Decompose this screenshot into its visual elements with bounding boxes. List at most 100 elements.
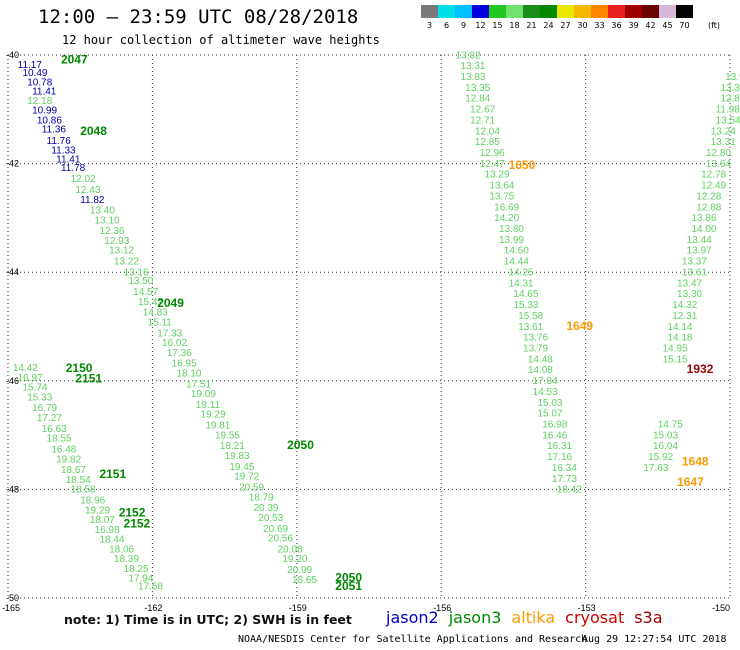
color-scale-label: 15 bbox=[492, 21, 503, 30]
wave-height-value: 12.88 bbox=[696, 202, 721, 213]
wave-height-value: 14.57 bbox=[133, 287, 158, 298]
color-swatch bbox=[642, 5, 659, 18]
wave-height-value: 12.93 bbox=[104, 236, 129, 247]
wave-height-value: 19.29 bbox=[201, 410, 226, 421]
wave-height-value: 11.41 bbox=[56, 155, 81, 166]
wave-height-value: 12.85 bbox=[475, 137, 500, 148]
lat-tick-label: -46 bbox=[6, 376, 19, 386]
wave-height-value: 17.84 bbox=[533, 376, 558, 387]
wave-height-value: 18.42 bbox=[557, 485, 582, 496]
wave-height-value: 12.36 bbox=[99, 226, 124, 237]
color-scale-label: 33 bbox=[594, 21, 605, 30]
lat-tick-label: -42 bbox=[6, 159, 19, 169]
wave-height-value: 15.74 bbox=[22, 383, 47, 394]
wave-height-value: 20.59 bbox=[239, 482, 264, 493]
wave-height-value: 16.63 bbox=[42, 424, 67, 435]
wave-height-value: 18.96 bbox=[80, 496, 105, 507]
wave-height-value: 13.37 bbox=[682, 257, 707, 268]
wave-height-value: 11.41 bbox=[32, 87, 57, 98]
wave-height-value: 13.82 bbox=[456, 50, 481, 61]
wave-height-value: 19.55 bbox=[215, 430, 240, 441]
wave-height-value: 16.46 bbox=[542, 430, 567, 441]
color-swatch bbox=[557, 5, 574, 18]
wave-height-value: 20.69 bbox=[263, 524, 288, 535]
wave-height-value: 16.31 bbox=[547, 441, 572, 452]
wave-height-value: 15.33 bbox=[513, 300, 538, 311]
wave-height-value: 15.15 bbox=[663, 354, 688, 365]
wave-height-value: 12.84 bbox=[465, 94, 490, 105]
wave-height-value: 20.53 bbox=[258, 513, 283, 524]
color-scale-label: 3 bbox=[426, 21, 433, 30]
wave-height-value: 19.20 bbox=[282, 554, 307, 565]
wave-height-value: 15.47 bbox=[138, 297, 163, 308]
color-scale-label: 39 bbox=[628, 21, 639, 30]
lon-tick-label: -165 bbox=[2, 603, 20, 613]
wave-height-value: 17.58 bbox=[138, 581, 163, 592]
wave-height-value: 16.97 bbox=[18, 373, 43, 384]
legend-note: note: 1) Time is in UTC; 2) SWH is in fe… bbox=[64, 612, 352, 627]
wave-height-value: 16.69 bbox=[494, 202, 519, 213]
wave-height-value: 18.55 bbox=[47, 434, 72, 445]
wave-height-value: 14.75 bbox=[658, 419, 683, 430]
color-swatch bbox=[676, 5, 693, 18]
wave-height-value: 13.12 bbox=[109, 246, 134, 257]
wave-height-value: 13.76 bbox=[523, 333, 548, 344]
pass-time-label: 2151 bbox=[99, 467, 126, 481]
wave-height-value: 19.09 bbox=[191, 389, 216, 400]
wave-height-value: 14.65 bbox=[513, 289, 538, 300]
wave-height-value: 19.83 bbox=[225, 451, 250, 462]
wave-height-value: 18.44 bbox=[99, 535, 124, 546]
wave-height-value: 17.33 bbox=[157, 328, 182, 339]
wave-height-value: 13.30 bbox=[677, 289, 702, 300]
wave-height-value: 15.92 bbox=[648, 452, 673, 463]
wave-height-value: 12.47 bbox=[480, 159, 505, 170]
color-swatch bbox=[523, 5, 540, 18]
wave-height-value: 13.10 bbox=[95, 215, 120, 226]
wave-height-value: 13.3 bbox=[720, 83, 740, 94]
color-scale-label: 18 bbox=[509, 21, 520, 30]
lon-tick-label: -162 bbox=[144, 603, 162, 613]
wave-height-value: 13.64 bbox=[489, 181, 514, 192]
lon-tick-label: -156 bbox=[433, 603, 451, 613]
wave-height-value: 10.78 bbox=[27, 77, 52, 88]
wave-height-value: 19.11 bbox=[196, 400, 221, 411]
wave-height-value: 14.53 bbox=[533, 387, 558, 398]
wave-height-value: 13.9 bbox=[725, 72, 740, 83]
wave-height-value: 13.50 bbox=[128, 276, 153, 287]
wave-height-value: 12.96 bbox=[480, 148, 505, 159]
wave-height-value: 15.11 bbox=[148, 317, 173, 328]
wave-height-value: 17.94 bbox=[128, 574, 153, 585]
wave-height-value: 12.18 bbox=[27, 96, 52, 107]
color-scale-label: 9 bbox=[460, 21, 467, 30]
wave-height-value: 16.34 bbox=[552, 463, 577, 474]
wave-height-value: 14.32 bbox=[672, 300, 697, 311]
wave-height-value: 18.10 bbox=[176, 368, 201, 379]
wave-height-value: 14.83 bbox=[143, 308, 168, 319]
pass-time-label: 1932 bbox=[687, 362, 714, 376]
wave-height-value: 18.07 bbox=[90, 515, 115, 526]
wave-height-value: 16.48 bbox=[51, 444, 76, 455]
wave-height-value: 16.98 bbox=[542, 419, 567, 430]
wave-height-value: 18.65 bbox=[292, 575, 317, 586]
wave-height-value: 11.36 bbox=[42, 125, 67, 136]
pass-time-label: 2049 bbox=[157, 296, 184, 310]
wave-height-value: 14.42 bbox=[13, 363, 38, 374]
lat-lon-grid bbox=[7, 54, 731, 599]
footer-timestamp: Aug 29 12:27:54 UTC 2018 bbox=[582, 634, 727, 645]
color-swatch bbox=[438, 5, 455, 18]
wave-height-value: 13.83 bbox=[460, 72, 485, 83]
color-scale-label: 30 bbox=[577, 21, 588, 30]
color-scale-unit: (ft) bbox=[708, 21, 721, 30]
lon-tick-label: -159 bbox=[289, 603, 307, 613]
pass-time-label: 2047 bbox=[61, 53, 88, 67]
color-scale-label: 24 bbox=[543, 21, 554, 30]
color-swatch bbox=[489, 5, 506, 18]
wave-height-value: 12.02 bbox=[71, 174, 96, 185]
wave-height-value: 17.27 bbox=[37, 413, 62, 424]
wave-height-value: 11.17 bbox=[18, 60, 43, 71]
satellite-legend-item: cryosat bbox=[565, 608, 625, 627]
color-scale-label: 21 bbox=[526, 21, 537, 30]
wave-height-value: 10.86 bbox=[37, 115, 62, 126]
pass-time-label: 2050 bbox=[287, 438, 314, 452]
pass-time-labels: 2047204820492150215121512152215220502050… bbox=[61, 53, 740, 593]
